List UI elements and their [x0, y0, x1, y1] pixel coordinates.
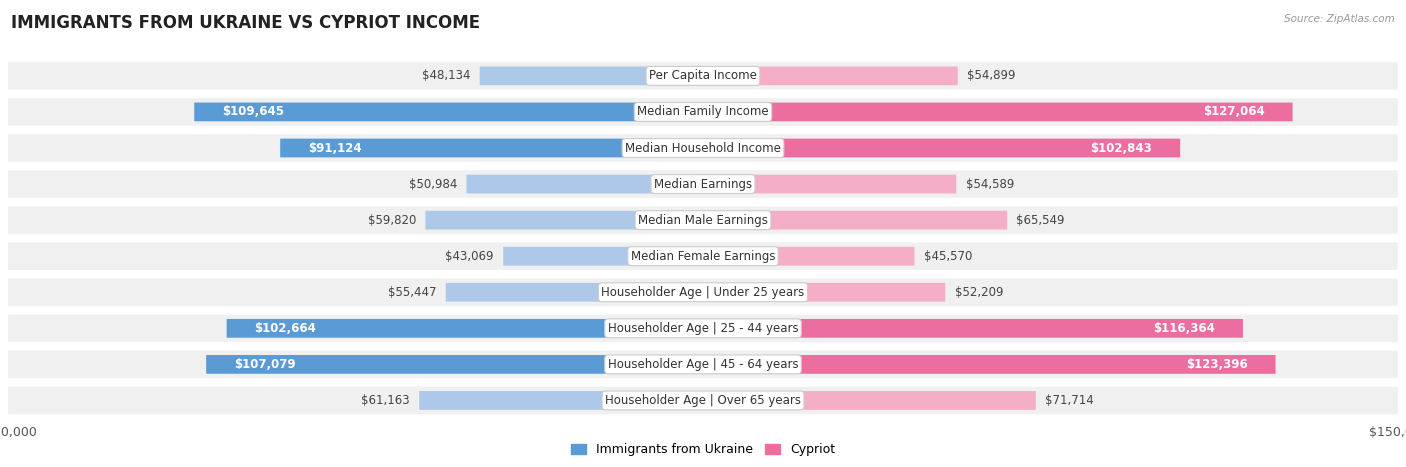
FancyBboxPatch shape [703, 139, 1180, 157]
Text: $116,364: $116,364 [1153, 322, 1215, 335]
FancyBboxPatch shape [7, 205, 1399, 235]
Text: $55,447: $55,447 [388, 286, 436, 299]
FancyBboxPatch shape [467, 175, 703, 193]
Text: $123,396: $123,396 [1185, 358, 1247, 371]
FancyBboxPatch shape [703, 283, 945, 302]
FancyBboxPatch shape [703, 355, 1275, 374]
FancyBboxPatch shape [703, 66, 957, 85]
FancyBboxPatch shape [503, 247, 703, 266]
FancyBboxPatch shape [703, 247, 914, 266]
Text: Householder Age | Under 25 years: Householder Age | Under 25 years [602, 286, 804, 299]
Text: IMMIGRANTS FROM UKRAINE VS CYPRIOT INCOME: IMMIGRANTS FROM UKRAINE VS CYPRIOT INCOM… [11, 14, 481, 32]
Text: $65,549: $65,549 [1017, 213, 1064, 226]
Text: $107,079: $107,079 [233, 358, 295, 371]
FancyBboxPatch shape [446, 283, 703, 302]
Text: $61,163: $61,163 [361, 394, 411, 407]
FancyBboxPatch shape [7, 61, 1399, 91]
Text: $50,984: $50,984 [409, 177, 457, 191]
Text: $45,570: $45,570 [924, 250, 972, 263]
FancyBboxPatch shape [280, 139, 703, 157]
Text: $127,064: $127,064 [1204, 106, 1265, 119]
Text: $43,069: $43,069 [446, 250, 494, 263]
Text: $54,589: $54,589 [966, 177, 1014, 191]
Text: $48,134: $48,134 [422, 70, 471, 82]
Text: Householder Age | 25 - 44 years: Householder Age | 25 - 44 years [607, 322, 799, 335]
FancyBboxPatch shape [7, 97, 1399, 127]
Text: Source: ZipAtlas.com: Source: ZipAtlas.com [1284, 14, 1395, 24]
Text: $71,714: $71,714 [1045, 394, 1094, 407]
Text: $102,843: $102,843 [1091, 142, 1153, 155]
FancyBboxPatch shape [7, 133, 1399, 163]
FancyBboxPatch shape [419, 391, 703, 410]
FancyBboxPatch shape [7, 350, 1399, 379]
FancyBboxPatch shape [226, 319, 703, 338]
FancyBboxPatch shape [703, 391, 1036, 410]
FancyBboxPatch shape [703, 103, 1292, 121]
FancyBboxPatch shape [7, 277, 1399, 307]
FancyBboxPatch shape [207, 355, 703, 374]
Text: Householder Age | Over 65 years: Householder Age | Over 65 years [605, 394, 801, 407]
Text: Median Family Income: Median Family Income [637, 106, 769, 119]
Text: Per Capita Income: Per Capita Income [650, 70, 756, 82]
FancyBboxPatch shape [703, 175, 956, 193]
Text: Median Household Income: Median Household Income [626, 142, 780, 155]
FancyBboxPatch shape [703, 319, 1243, 338]
FancyBboxPatch shape [703, 211, 1007, 229]
FancyBboxPatch shape [479, 66, 703, 85]
Text: $59,820: $59,820 [368, 213, 416, 226]
Legend: Immigrants from Ukraine, Cypriot: Immigrants from Ukraine, Cypriot [565, 439, 841, 461]
Text: Median Male Earnings: Median Male Earnings [638, 213, 768, 226]
FancyBboxPatch shape [7, 386, 1399, 415]
FancyBboxPatch shape [7, 169, 1399, 199]
Text: $102,664: $102,664 [254, 322, 316, 335]
FancyBboxPatch shape [194, 103, 703, 121]
Text: $54,899: $54,899 [967, 70, 1015, 82]
FancyBboxPatch shape [7, 313, 1399, 343]
Text: Householder Age | 45 - 64 years: Householder Age | 45 - 64 years [607, 358, 799, 371]
FancyBboxPatch shape [7, 241, 1399, 271]
FancyBboxPatch shape [426, 211, 703, 229]
Text: $91,124: $91,124 [308, 142, 361, 155]
Text: Median Female Earnings: Median Female Earnings [631, 250, 775, 263]
Text: Median Earnings: Median Earnings [654, 177, 752, 191]
Text: $52,209: $52,209 [955, 286, 1002, 299]
Text: $109,645: $109,645 [222, 106, 284, 119]
